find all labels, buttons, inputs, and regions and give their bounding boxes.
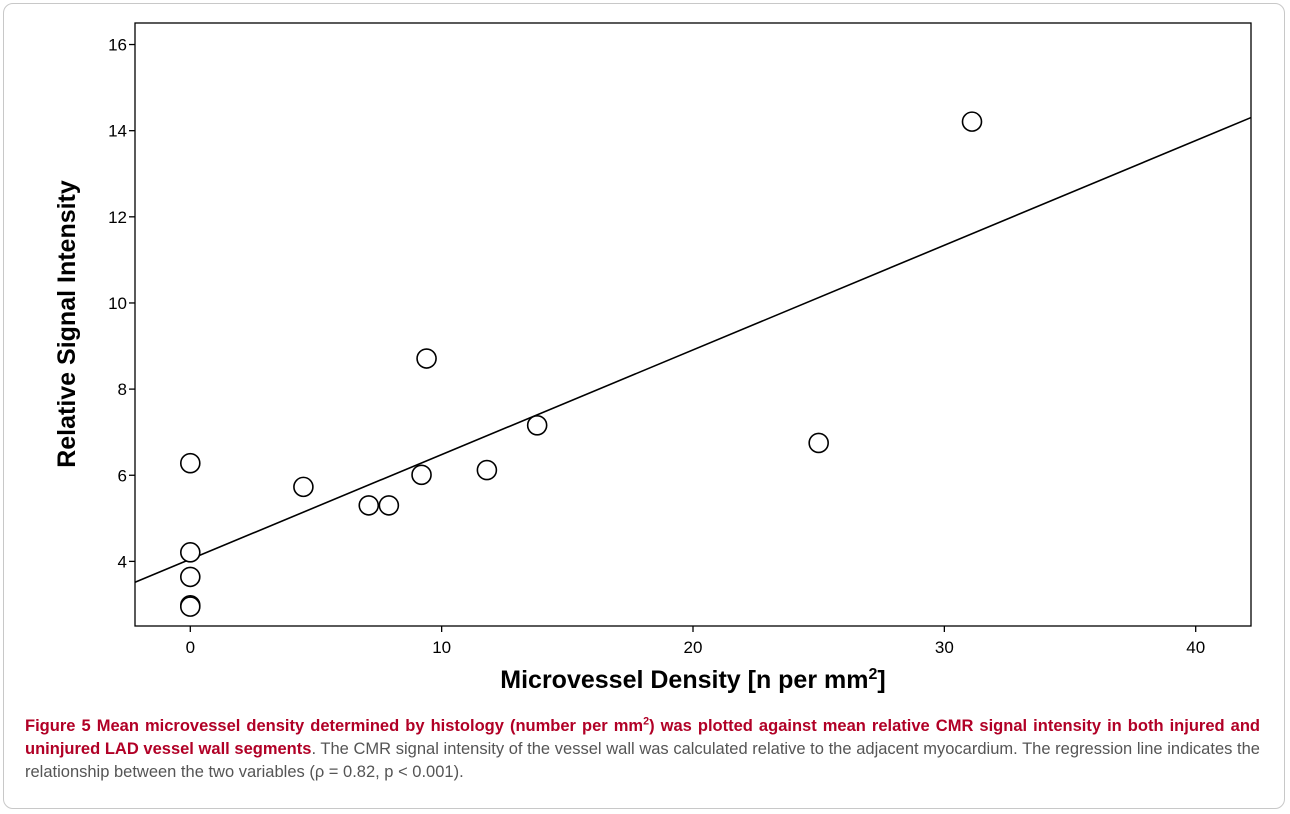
y-axis-ticks: 4 6 8 10 12 14 16 xyxy=(108,36,135,571)
y-tick-label: 12 xyxy=(108,208,127,227)
data-point xyxy=(358,495,380,516)
data-point xyxy=(961,111,983,132)
x-axis-ticks: 0 10 20 30 40 xyxy=(186,626,1205,657)
x-axis-label: Microvessel Density [n per mm2] xyxy=(500,666,885,694)
data-point xyxy=(416,348,437,369)
caption-text: . The CMR signal intensity of the vessel… xyxy=(25,740,1260,781)
y-tick-label: 16 xyxy=(108,36,127,55)
data-point xyxy=(411,464,432,486)
plot-area-frame xyxy=(134,22,1252,627)
y-tick-label: 4 xyxy=(118,552,127,571)
y-tick-label: 14 xyxy=(108,122,127,141)
data-point xyxy=(476,459,498,481)
figure-caption: Figure 5 Mean microvessel density determ… xyxy=(25,715,1260,784)
y-tick-label: 6 xyxy=(118,466,127,485)
data-point xyxy=(179,596,201,617)
x-tick-label: 20 xyxy=(684,638,703,657)
data-point xyxy=(526,414,548,436)
y-tick-label: 10 xyxy=(108,294,127,313)
y-tick-label: 8 xyxy=(118,380,127,399)
data-point xyxy=(179,566,201,588)
x-tick-label: 30 xyxy=(935,638,954,657)
data-point xyxy=(179,452,201,474)
y-axis-label: Relative Signal Intensity xyxy=(53,180,81,468)
data-point xyxy=(179,542,201,563)
data-point xyxy=(808,432,829,454)
data-point xyxy=(378,495,400,516)
data-point xyxy=(293,476,314,498)
regression-line xyxy=(135,116,1251,584)
x-tick-label: 40 xyxy=(1186,638,1205,657)
x-tick-label: 0 xyxy=(186,638,195,657)
caption-title: Figure 5 Mean microvessel density determ… xyxy=(25,715,1260,758)
x-tick-label: 10 xyxy=(432,638,451,657)
scatter-chart: 4 6 8 10 12 14 16 0 10 20 30 40 Relative Signal In… xyxy=(53,22,1252,694)
figure-frame xyxy=(3,3,1285,809)
data-points xyxy=(179,111,983,617)
